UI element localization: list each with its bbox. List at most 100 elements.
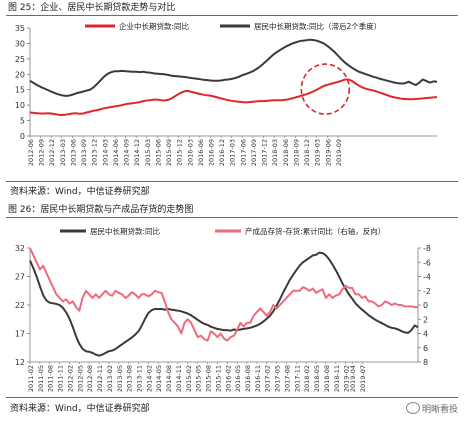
chart1-x-tick-label: 2016-09	[207, 139, 215, 166]
chart2-x-tick-label: 2018-11	[333, 365, 341, 392]
chart2-y2-tick-label: 6	[423, 344, 428, 353]
chart2-y2-tick-label: -4	[423, 273, 431, 282]
chart2-x-tick-label: 2012-02	[66, 365, 74, 392]
chart1-x-tick-label: 2019-09	[335, 139, 343, 166]
chart1-x-tick-label: 2018-06	[282, 139, 290, 166]
chart2-x-tick-label: 2014-02	[145, 365, 153, 392]
chart1-x-tick-label: 2019-06	[324, 139, 332, 166]
figure2-bottom-rule	[6, 397, 458, 398]
chart1-x-tick-label: 2014-03	[101, 139, 109, 166]
chart1-x-tick-label: 2017-12	[261, 139, 269, 166]
chart1-x-tick-label: 2018-12	[303, 139, 311, 166]
chart1-x-tick-label: 2012-09	[38, 139, 46, 166]
chart2-x-tick-label: 2011-05	[37, 365, 45, 392]
chart1-y-tick-label: 0	[20, 132, 25, 141]
chart2-x-tick-label: 2019-04	[349, 365, 357, 392]
chart1-x-tick-label: 2012-12	[48, 139, 56, 166]
chart2-x-tick-label: 2019-07	[359, 365, 367, 392]
chart1-x-tick-label: 2016-06	[197, 139, 205, 166]
chart2-x-tick-label: 2013-11	[136, 365, 144, 392]
chart1-y-tick-label: 10	[15, 101, 25, 110]
chart2-legend-label: 产成品存货-存货:累计同比（右轴，反向）	[245, 226, 385, 236]
chart1-x-tick-label: 2013-12	[91, 139, 99, 166]
figure2-top-rule	[6, 217, 458, 218]
chart1-x-tick-label: 2015-12	[176, 139, 184, 166]
chart2-x-tick-label: 2017-02	[264, 365, 272, 392]
chart2-x-tick-label: 2014-11	[175, 365, 183, 392]
chart2-x-tick-label: 2017-08	[283, 365, 291, 392]
chart1-x-tick-label: 2017-03	[229, 139, 237, 166]
chart1-y-tick-label: 30	[15, 39, 25, 48]
figure1-caption: 图 25：企业、居民中长期贷款走势与对比	[8, 3, 176, 13]
chart2-y-tick-label: 27	[15, 273, 25, 282]
chart2-series-1-line	[29, 247, 418, 342]
chart1-y-tick-label: 25	[15, 55, 25, 64]
chart2-x-tick-label: 2014-08	[165, 365, 173, 392]
chart1-x-tick-label: 2015-09	[165, 139, 173, 166]
chart2-x-tick-label: 2016-05	[234, 365, 242, 392]
chart1-x-tick-label: 2017-06	[239, 139, 247, 166]
chart2-x-tick-label: 2016-08	[244, 365, 252, 392]
chart1-series-0-line	[29, 78, 438, 116]
chart2-y2-tick-label: -2	[423, 287, 431, 296]
chart1-legend-label: 企业中长期贷款:同比	[119, 21, 190, 31]
chart2-x-tick-label: 2017-05	[274, 365, 282, 392]
chart2-x-tick-label: 2014-05	[155, 365, 163, 392]
chart2-y-tick-label: 17	[15, 330, 25, 339]
chart1-x-tick-label: 2017-09	[250, 139, 258, 166]
chart1-y-tick-label: 5	[20, 117, 25, 126]
chart2-x-tick-label: 2012-05	[76, 365, 84, 392]
chart2-series-0-line	[29, 251, 419, 357]
chart1-x-tick-label: 2014-12	[133, 139, 141, 166]
chart2-legend-label: 居民中长期贷款:同比	[90, 226, 161, 236]
chart2-y-tick-label: 22	[15, 301, 25, 310]
chart2-x-tick-label: 2013-02	[106, 365, 114, 392]
chart1-x-tick-label: 2013-03	[59, 139, 67, 166]
chart2-x-tick-label: 2012-08	[86, 365, 94, 392]
chart1-highlight-ellipse	[300, 63, 351, 115]
chart2-x-tick-label: 2018-08	[323, 365, 331, 392]
chart1-x-tick-label: 2015-06	[154, 139, 162, 166]
watermark: 明晰看投	[405, 402, 458, 415]
figure1-source: 资料来源：Wind，中信证券研究部	[10, 187, 150, 197]
chart1-y-tick-label: 15	[15, 86, 25, 95]
chart2-y-tick-label: 12	[15, 358, 25, 367]
chart1-x-tick-label: 2018-03	[271, 139, 279, 166]
chart2-x-tick-label: 2011-11	[57, 365, 65, 392]
chart2-x-tick-label: 2018-02	[303, 365, 311, 392]
chart1-x-tick-label: 2018-09	[292, 139, 300, 166]
chart2-x-tick-label: 2017-11	[293, 365, 301, 392]
chart1-x-tick-label: 2013-06	[69, 139, 77, 166]
chart2-x-tick-label: 2018-05	[313, 365, 321, 392]
chart1-x-tick-label: 2019-03	[314, 139, 322, 166]
chart2-x-tick-label: 2013-05	[116, 365, 124, 392]
chart2-x-tick-label: 2011-02	[27, 365, 35, 392]
chart1-y-tick-label: 35	[15, 24, 25, 33]
chart1-x-tick-label: 2013-09	[80, 139, 88, 166]
chart1-legend-label: 居民中长期贷款:同比（滞后2个季度）	[254, 21, 381, 31]
chart2-x-tick-label: 2015-08	[205, 365, 213, 392]
chart1-y-tick-label: 20	[15, 70, 25, 79]
chart2-y2-tick-label: 4	[423, 330, 428, 339]
chart2-x-tick-label: 2012-11	[96, 365, 104, 392]
chart1-x-tick-label: 2012-06	[27, 139, 35, 166]
chart2-x-tick-label: 2016-02	[224, 365, 232, 392]
chart2-y2-tick-label: 2	[423, 315, 428, 324]
figure1-top-rule	[6, 15, 458, 16]
chart2-x-tick-label: 2015-02	[185, 365, 193, 392]
chart1-x-tick-label: 2014-06	[112, 139, 120, 166]
chart2-y-tick-label: 32	[15, 244, 25, 253]
figure1-bottom-rule	[6, 181, 458, 182]
chart2-y2-tick-label: 0	[423, 301, 428, 310]
watermark-text: 明晰看投	[421, 405, 458, 415]
chart1-series-1-line	[29, 38, 438, 97]
chart1-x-tick-label: 2014-09	[123, 139, 131, 166]
chart1-x-tick-label: 2016-03	[186, 139, 194, 166]
chart2-y2-tick-label: -8	[423, 244, 431, 253]
figure2-caption: 图 26：居民中长期贷款与产成品存货的走势图	[8, 205, 194, 215]
chart2-y2-tick-label: 8	[423, 358, 428, 367]
chart2-x-tick-label: 2013-08	[126, 365, 134, 392]
wechat-icon	[405, 402, 420, 414]
